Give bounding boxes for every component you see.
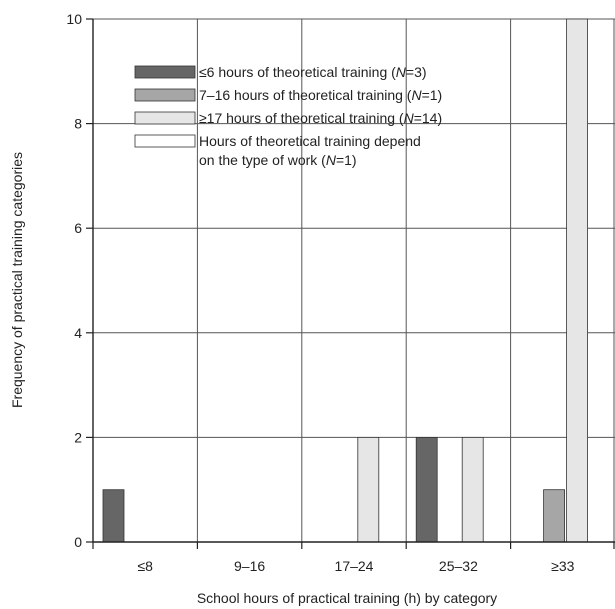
bar [566, 18, 588, 543]
y-tick-label: 10 [66, 11, 82, 27]
bar [543, 489, 565, 543]
legend-label: ≥17 hours of theoretical training (N=14) [199, 110, 442, 126]
legend-swatch [134, 134, 196, 148]
y-tick-label: 8 [74, 116, 82, 132]
y-tick-label: 2 [74, 429, 82, 445]
bar [415, 436, 438, 543]
y-ticks: 0 2 4 6 8 10 [66, 11, 93, 550]
x-tick-label: 9–16 [234, 558, 265, 574]
x-tick-label: ≥33 [551, 558, 574, 574]
legend-label: ≤6 hours of theoretical training (N=3) [199, 64, 427, 80]
x-tick-label: 25–32 [439, 558, 478, 574]
x-tick-label: 17–24 [335, 558, 374, 574]
legend-label: Hours of theoretical training depend [199, 133, 421, 149]
legend-swatch [134, 111, 196, 125]
y-tick-label: 6 [74, 220, 82, 236]
axes [92, 19, 615, 543]
legend-label: on the type of work (N=1) [199, 152, 357, 168]
legend: ≤6 hours of theoretical training (N=3) 7–… [134, 64, 442, 168]
legend-label: 7–16 hours of theoretical training (N=1) [199, 87, 442, 103]
legend-swatch [134, 88, 196, 102]
bars [102, 18, 588, 543]
bar [357, 436, 380, 543]
y-tick-label: 4 [74, 325, 82, 341]
y-axis-label: Frequency of practical training categori… [9, 152, 25, 408]
y-tick-label: 0 [74, 534, 82, 550]
bar [461, 436, 484, 543]
x-ticks: ≤8 9–16 17–24 25–32 ≥33 [92, 542, 615, 574]
bar [102, 489, 125, 543]
legend-swatch [134, 65, 196, 79]
x-axis-label: School hours of practical training (h) b… [197, 590, 497, 606]
x-tick-label: ≤8 [137, 558, 153, 574]
